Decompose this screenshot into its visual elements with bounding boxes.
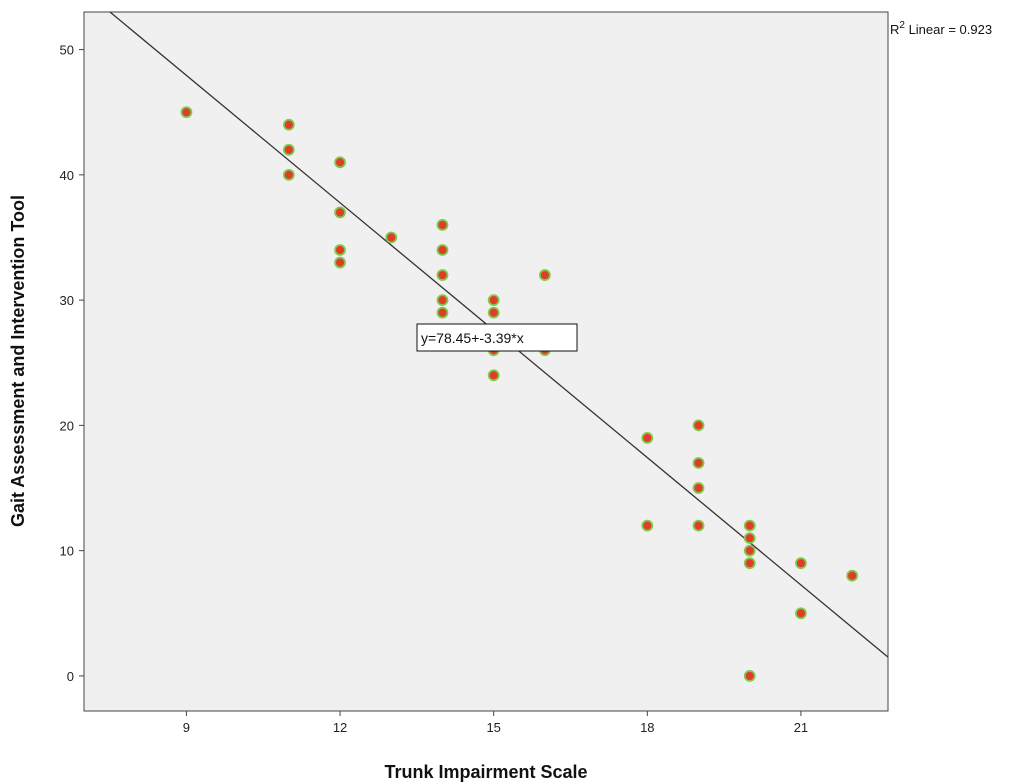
data-point <box>487 369 500 382</box>
data-point <box>487 294 500 307</box>
y-tick-label: 50 <box>60 43 74 58</box>
data-point <box>436 269 449 281</box>
y-tick-label: 0 <box>67 669 74 684</box>
data-point <box>436 294 449 307</box>
data-point <box>282 168 295 181</box>
x-tick-label: 9 <box>183 720 190 735</box>
data-point <box>334 156 346 169</box>
data-point <box>436 306 449 319</box>
y-tick-label: 40 <box>60 168 74 183</box>
data-point <box>180 106 193 119</box>
data-point <box>743 519 756 532</box>
data-point <box>692 419 705 432</box>
r2-label: R2 Linear = 0.923 <box>890 20 992 37</box>
data-point <box>334 256 346 269</box>
x-axis: 9 12 15 18 21 <box>183 711 808 735</box>
y-tick-label: 30 <box>60 293 74 308</box>
equation-box <box>416 323 578 352</box>
plot-area <box>84 12 888 711</box>
data-point <box>282 143 295 156</box>
data-point <box>385 231 398 244</box>
r2-superscript: 2 <box>899 20 905 31</box>
data-point <box>538 269 551 281</box>
data-point <box>334 206 346 219</box>
data-point <box>641 432 654 444</box>
x-tick-label: 18 <box>640 720 654 735</box>
r2-prefix: R <box>890 22 899 37</box>
x-tick-label: 15 <box>486 720 500 735</box>
data-point <box>487 306 500 319</box>
data-point <box>692 457 705 469</box>
y-tick-label: 20 <box>60 418 74 433</box>
data-point <box>692 482 705 494</box>
data-point <box>743 544 756 557</box>
data-point <box>641 519 654 532</box>
data-point <box>334 244 346 256</box>
data-point <box>743 557 756 570</box>
x-tick-label: 12 <box>333 720 347 735</box>
data-point <box>282 118 295 131</box>
data-point <box>743 532 756 545</box>
y-tick-label: 10 <box>60 544 74 559</box>
x-axis-title: Trunk Impairment Scale <box>384 762 587 782</box>
data-point <box>795 607 807 620</box>
plot-border <box>83 11 889 712</box>
equation-text: y=78.45+-3.39*x <box>421 330 524 346</box>
data-point <box>743 670 756 682</box>
data-point <box>795 557 807 570</box>
x-tick-label: 21 <box>794 720 808 735</box>
r2-value: Linear = 0.923 <box>905 22 992 37</box>
y-axis-title: Gait Assessment and Intervention Tool <box>8 195 28 527</box>
data-point <box>692 519 705 532</box>
equation-label: y=78.45+-3.39*x <box>416 323 578 352</box>
data-point <box>846 569 859 582</box>
data-point <box>436 219 449 231</box>
y-axis: 0 10 20 30 40 50 <box>60 43 84 684</box>
data-point <box>436 244 449 256</box>
points-layer <box>180 106 859 682</box>
